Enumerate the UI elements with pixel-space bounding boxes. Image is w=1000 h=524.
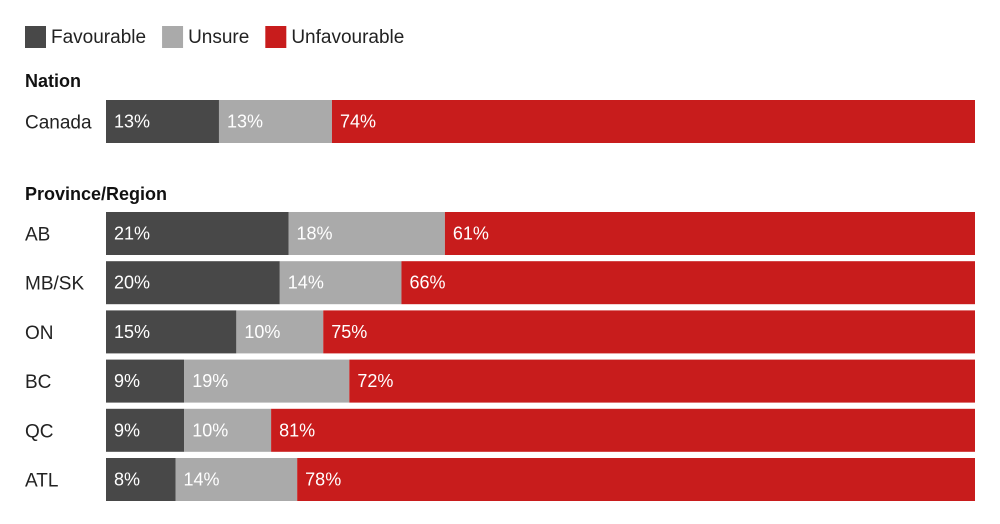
data-label-mb-sk-unfavourable: 66% — [409, 273, 445, 293]
data-label-on-unsure: 10% — [244, 322, 280, 342]
data-label-atl-unsure: 14% — [184, 470, 220, 490]
data-label-on-unfavourable: 75% — [331, 322, 367, 342]
data-label-ab-unsure: 18% — [296, 224, 332, 244]
plot-area: Nation Canada 13% 13% 74% Province/Region AB 21… — [25, 71, 976, 501]
legend-swatch-favourable — [25, 26, 46, 48]
data-label-bc-unfavourable: 72% — [357, 371, 393, 391]
row-label-qc: QC — [25, 421, 54, 442]
legend-label-unsure: Unsure — [188, 27, 249, 48]
bar-segment-bc-unsure — [184, 359, 350, 403]
bar-segment-canada-favourable — [106, 100, 219, 143]
bar-row-canada: Canada 13% 13% 74% — [25, 100, 975, 143]
data-label-ab-favourable: 21% — [114, 224, 150, 244]
bar-segment-bc-favourable — [106, 359, 185, 403]
legend-swatch-unsure — [162, 26, 184, 48]
data-label-qc-unfavourable: 81% — [279, 420, 315, 440]
bar-segment-mb-sk-favourable — [106, 261, 280, 305]
data-label-canada-unsure: 13% — [227, 112, 263, 132]
bar-segment-mb-sk-unsure — [279, 261, 402, 305]
bar-segment-atl-unfavourable — [297, 458, 975, 501]
bar-segment-atl-favourable — [106, 458, 176, 501]
legend-swatch-unfavourable — [265, 26, 287, 48]
bar-segment-bc-unfavourable — [349, 359, 975, 403]
legend-label-unfavourable: Unfavourable — [291, 27, 404, 48]
data-label-bc-unsure: 19% — [192, 371, 228, 391]
data-label-qc-unsure: 10% — [192, 420, 228, 440]
bar-segment-qc-unsure — [184, 408, 272, 452]
row-label-bc: BC — [25, 372, 51, 393]
bar-segment-on-unsure — [236, 310, 324, 354]
bar-segment-on-unfavourable — [323, 310, 975, 354]
data-label-mb-sk-unsure: 14% — [288, 273, 324, 293]
data-label-bc-favourable: 9% — [114, 371, 140, 391]
legend-label-favourable: Favourable — [51, 27, 146, 48]
data-label-mb-sk-favourable: 20% — [114, 273, 150, 293]
bar-segment-qc-unfavourable — [271, 408, 975, 452]
data-label-ab-unfavourable: 61% — [453, 224, 489, 244]
data-label-atl-favourable: 8% — [114, 470, 140, 490]
bar-segment-ab-favourable — [106, 212, 289, 255]
row-label-canada: Canada — [25, 113, 92, 134]
data-label-canada-unfavourable: 74% — [340, 112, 376, 132]
row-label-atl: ATL — [25, 471, 58, 492]
bar-segment-on-favourable — [106, 310, 237, 354]
bar-segment-mb-sk-unfavourable — [401, 261, 976, 305]
bar-row-ab: AB 21% 18% 61% — [25, 212, 975, 255]
data-label-atl-unfavourable: 78% — [305, 470, 341, 490]
bar-segment-atl-unsure — [175, 458, 298, 501]
bar-row-bc: BC 9% 19% 72% — [25, 359, 975, 403]
bar-row-atl: ATL 8% 14% 78% — [25, 458, 975, 501]
bar-segment-ab-unsure — [288, 212, 445, 255]
row-label-ab: AB — [25, 225, 50, 246]
bar-segment-ab-unfavourable — [444, 212, 975, 255]
bar-segment-canada-unfavourable — [331, 100, 975, 143]
group-title-nation: Nation — [25, 71, 81, 91]
bar-segment-qc-favourable — [106, 408, 185, 452]
bar-row-mb-sk: MB/SK 20% 14% 66% — [25, 261, 976, 305]
row-label-mb-sk: MB/SK — [25, 274, 84, 295]
bar-row-on: ON 15% 10% 75% — [25, 310, 975, 354]
legend: Favourable Unsure Unfavourable — [25, 26, 404, 48]
data-label-qc-favourable: 9% — [114, 420, 140, 440]
group-title-province-region: Province/Region — [25, 184, 167, 204]
bar-segment-canada-unsure — [218, 100, 332, 143]
data-label-canada-favourable: 13% — [114, 112, 150, 132]
row-label-on: ON — [25, 323, 54, 344]
data-label-on-favourable: 15% — [114, 322, 150, 342]
bar-row-qc: QC 9% 10% 81% — [25, 408, 975, 452]
